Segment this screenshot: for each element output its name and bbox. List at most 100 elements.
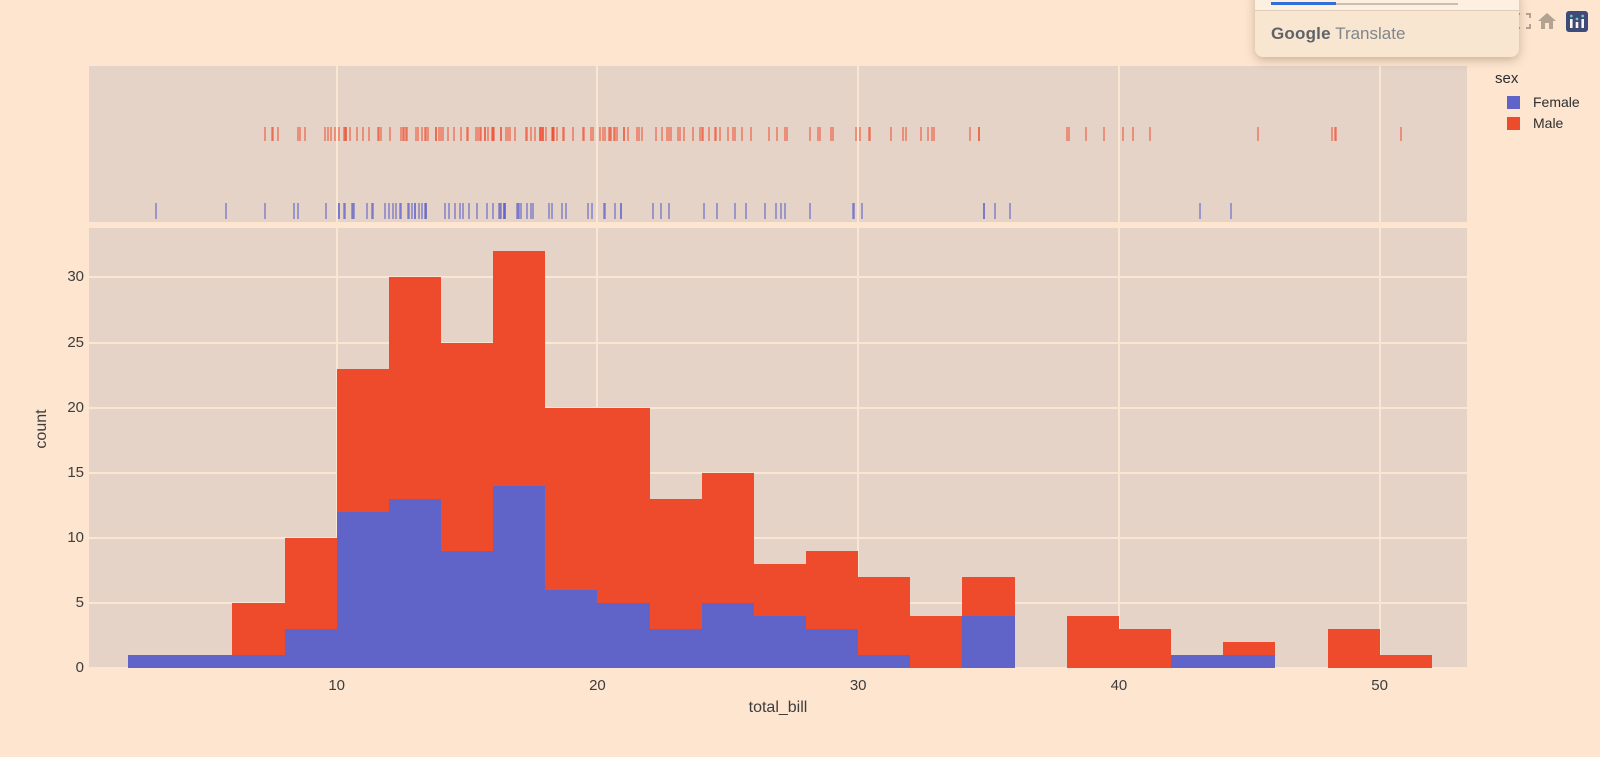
rug-tick-female[interactable] [775, 203, 778, 219]
rug-tick-female[interactable] [371, 203, 374, 219]
rug-tick-female[interactable] [716, 203, 719, 219]
rug-tick-female[interactable] [520, 203, 523, 219]
bar-male[interactable] [493, 251, 546, 486]
bar-male[interactable] [858, 576, 911, 655]
rug-tick-male[interactable] [550, 127, 553, 141]
rug-tick-male[interactable] [816, 127, 819, 141]
rug-tick-female[interactable] [400, 203, 403, 219]
rug-tick-male[interactable] [435, 127, 438, 141]
rug-tick-male[interactable] [786, 127, 789, 141]
rug-tick-male[interactable] [487, 127, 490, 141]
rug-tick-male[interactable] [478, 127, 481, 141]
rug-tick-female[interactable] [499, 203, 502, 219]
google-translate-popup[interactable]: Google Translate [1255, 0, 1519, 57]
rug-tick-male[interactable] [666, 127, 669, 141]
rug-tick-female[interactable] [587, 203, 590, 219]
rug-tick-male[interactable] [1335, 127, 1338, 141]
rug-marginal-panel[interactable] [89, 66, 1467, 222]
rug-tick-female[interactable] [983, 203, 986, 219]
rug-tick-male[interactable] [562, 127, 565, 141]
rug-tick-male[interactable] [669, 127, 672, 141]
rug-tick-female[interactable] [994, 203, 997, 219]
rug-tick-female[interactable] [384, 203, 387, 219]
rug-tick-male[interactable] [1257, 127, 1260, 141]
rug-tick-male[interactable] [509, 127, 512, 141]
bar-male[interactable] [1223, 641, 1276, 655]
bar-male[interactable] [1066, 615, 1119, 668]
bar-male[interactable] [336, 368, 389, 512]
rug-tick-female[interactable] [502, 203, 505, 219]
rug-tick-male[interactable] [479, 127, 482, 141]
rug-tick-female[interactable] [459, 203, 462, 219]
rug-tick-male[interactable] [504, 127, 507, 141]
bar-male[interactable] [910, 615, 963, 668]
rug-tick-male[interactable] [1066, 127, 1069, 141]
rug-tick-male[interactable] [403, 127, 406, 141]
rug-tick-male[interactable] [377, 127, 380, 141]
rug-tick-male[interactable] [1333, 127, 1336, 141]
rug-tick-female[interactable] [1009, 203, 1012, 219]
rug-tick-female[interactable] [531, 203, 534, 219]
rug-tick-female[interactable] [475, 203, 478, 219]
rug-tick-female[interactable] [352, 203, 355, 219]
rug-tick-male[interactable] [362, 127, 365, 141]
rug-tick-male[interactable] [452, 127, 455, 141]
rug-tick-male[interactable] [555, 127, 558, 141]
rug-tick-female[interactable] [344, 203, 347, 219]
rug-tick-male[interactable] [401, 127, 404, 141]
rug-tick-male[interactable] [602, 127, 605, 141]
rug-tick-male[interactable] [1067, 127, 1070, 141]
bar-female[interactable] [962, 615, 1015, 668]
rug-tick-female[interactable] [366, 203, 369, 219]
bar-male[interactable] [1327, 628, 1380, 668]
rug-tick-male[interactable] [424, 127, 427, 141]
rug-tick-female[interactable] [338, 203, 341, 219]
rug-tick-male[interactable] [417, 127, 420, 141]
rug-tick-male[interactable] [969, 127, 972, 141]
rug-tick-male[interactable] [553, 127, 556, 141]
rug-tick-male[interactable] [538, 127, 541, 141]
rug-tick-male[interactable] [604, 127, 606, 141]
rug-tick-male[interactable] [337, 127, 340, 141]
rug-tick-female[interactable] [860, 203, 863, 219]
rug-tick-male[interactable] [355, 127, 358, 141]
rug-tick-male[interactable] [368, 127, 371, 141]
rug-tick-male[interactable] [583, 127, 586, 141]
rug-tick-female[interactable] [548, 203, 551, 219]
rug-tick-male[interactable] [492, 127, 495, 141]
rug-tick-female[interactable] [461, 203, 464, 219]
rug-tick-female[interactable] [702, 203, 705, 219]
rug-tick-male[interactable] [808, 127, 811, 141]
rug-tick-male[interactable] [901, 127, 904, 141]
rug-tick-male[interactable] [654, 127, 657, 141]
bar-male[interactable] [284, 537, 337, 629]
rug-tick-male[interactable] [490, 127, 493, 141]
rug-tick-male[interactable] [616, 127, 619, 141]
rug-tick-female[interactable] [263, 203, 266, 219]
rug-tick-male[interactable] [438, 127, 441, 141]
rug-tick-female[interactable] [407, 203, 410, 219]
rug-tick-female[interactable] [780, 203, 783, 219]
rug-tick-male[interactable] [1122, 127, 1125, 141]
rug-tick-male[interactable] [855, 127, 858, 141]
rug-tick-male[interactable] [590, 127, 593, 141]
rug-tick-male[interactable] [441, 127, 444, 141]
rug-tick-male[interactable] [500, 127, 503, 141]
rug-tick-male[interactable] [677, 127, 680, 141]
bar-male[interactable] [232, 602, 285, 655]
rug-tick-female[interactable] [591, 203, 594, 219]
rug-tick-male[interactable] [1148, 127, 1151, 141]
rug-tick-male[interactable] [303, 127, 306, 141]
rug-tick-male[interactable] [750, 127, 752, 141]
rug-tick-female[interactable] [1230, 203, 1233, 219]
rug-tick-male[interactable] [613, 127, 616, 141]
rug-tick-male[interactable] [1132, 127, 1135, 141]
rug-tick-male[interactable] [263, 127, 266, 141]
rug-tick-female[interactable] [453, 203, 456, 219]
rug-tick-female[interactable] [224, 203, 227, 219]
histogram-panel[interactable] [89, 228, 1467, 668]
rug-tick-male[interactable] [702, 127, 705, 141]
rug-tick-male[interactable] [477, 127, 480, 141]
rug-tick-female[interactable] [564, 203, 567, 219]
rug-tick-female[interactable] [809, 203, 812, 219]
